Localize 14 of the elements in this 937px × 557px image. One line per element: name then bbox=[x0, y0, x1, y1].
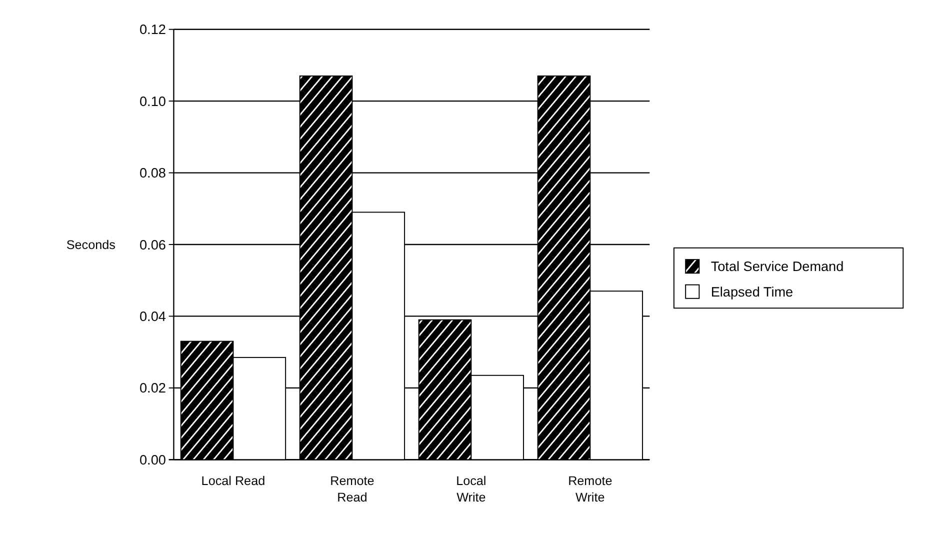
legend-label: Elapsed Time bbox=[710, 284, 794, 300]
x-tick-label: Local Read bbox=[201, 474, 266, 488]
y-tick-label: 0.02 bbox=[140, 380, 166, 396]
y-tick-label: 0.12 bbox=[140, 22, 166, 38]
legend-label: Total Service Demand bbox=[710, 259, 844, 274]
y-tick-label: 0.04 bbox=[140, 308, 166, 324]
y-tick-label: 0.00 bbox=[140, 452, 166, 468]
x-tick-label: Remote Read bbox=[330, 474, 374, 504]
y-tick-label: 0.08 bbox=[140, 166, 166, 181]
y-tick-label: 0.10 bbox=[140, 94, 166, 109]
y-axis-title: Seconds bbox=[66, 238, 116, 252]
y-tick-label: 0.06 bbox=[140, 237, 166, 252]
x-tick-label: Local Write bbox=[456, 474, 486, 504]
x-tick-label: Remote Write bbox=[568, 474, 612, 504]
